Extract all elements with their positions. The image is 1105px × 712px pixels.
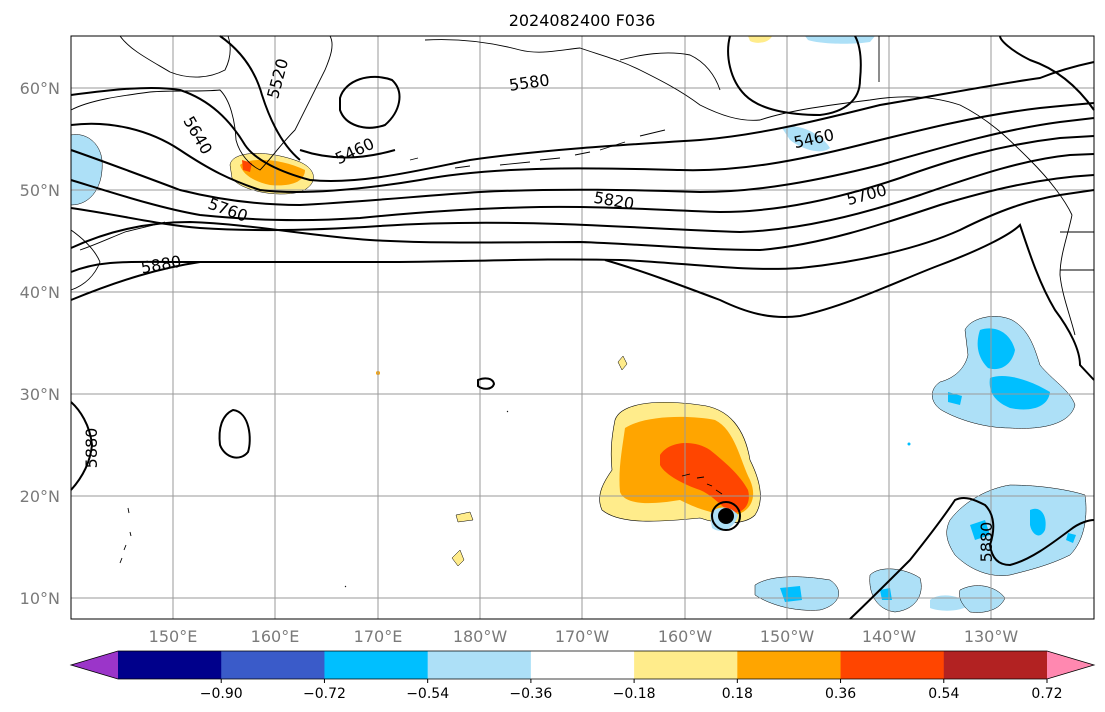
map-frame [70, 35, 1095, 620]
map-title: 2024082400 F036 [509, 11, 656, 30]
colorbar-segment [530, 651, 635, 679]
contour-label: 5880 [82, 428, 101, 469]
lat-label: 10°N [20, 589, 60, 608]
colorbar-tick-label: −0.90 [200, 686, 243, 702]
colorbar-extend-low [71, 651, 118, 679]
colorbar-segments [118, 651, 1048, 679]
latitude-labels: 60°N 50°N 40°N 30°N 20°N 10°N [20, 79, 60, 608]
lon-label: 150°E [149, 627, 198, 646]
colorbar-tick-label: −0.36 [509, 686, 552, 702]
lat-label: 60°N [20, 79, 60, 98]
longitude-labels: 150°E 160°E 170°E 180°W 170°W 160°W 150°… [149, 627, 1019, 646]
colorbar: −0.90 −0.72 −0.54 −0.36 −0.18 0.18 0.36 0.54 0.7… [69, 650, 1096, 702]
colorbar-tick-label: −0.18 [613, 686, 656, 702]
lon-label: 170°W [555, 627, 610, 646]
lat-label: 20°N [20, 487, 60, 506]
lon-label: 160°W [658, 627, 713, 646]
graticule [71, 36, 1094, 619]
height-contours [70, 35, 1095, 620]
colorbar-tick-label: −0.54 [406, 686, 449, 702]
colorbar-segment [737, 651, 842, 679]
colorbar-tick-label: 0.36 [825, 686, 856, 702]
colorbar-segment [118, 651, 222, 679]
lon-label: 140°W [862, 627, 917, 646]
lon-label: 160°E [251, 627, 300, 646]
colorbar-segment [221, 651, 325, 679]
colorbar-segment [840, 651, 945, 679]
lon-label: 150°W [760, 627, 815, 646]
lon-label: 170°E [354, 627, 403, 646]
colorbar-ticks: −0.90 −0.72 −0.54 −0.36 −0.18 0.18 0.36 0.54 0.7… [200, 679, 1063, 702]
colorbar-segment [324, 651, 429, 679]
coastlines [70, 35, 1094, 588]
colorbar-tick-label: −0.72 [303, 686, 346, 702]
colorbar-tick-label: 0.54 [928, 686, 959, 702]
colorbar-segment [427, 651, 532, 679]
lat-label: 30°N [20, 385, 60, 404]
colorbar-segment [943, 651, 1048, 679]
colorbar-segment [634, 651, 738, 679]
lat-label: 40°N [20, 283, 60, 302]
lat-label: 50°N [20, 181, 60, 200]
contour-label: 5880 [977, 522, 996, 563]
lon-label: 130°W [964, 627, 1019, 646]
colorbar-tick-label: 0.18 [722, 686, 753, 702]
colorbar-tick-label: 0.72 [1031, 686, 1062, 702]
colorbar-extend-high [1047, 651, 1094, 679]
lon-label: 180°W [453, 627, 508, 646]
